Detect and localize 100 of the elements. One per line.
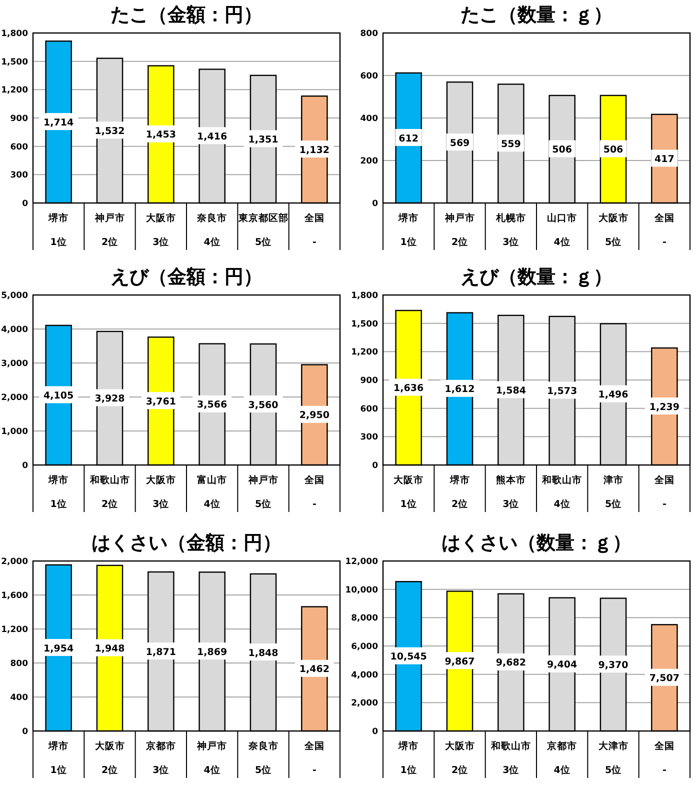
data-label: 1,871 — [146, 646, 176, 658]
category-label: 京都市 3位 — [146, 741, 176, 776]
category-label: 津市 5位 — [603, 475, 624, 510]
data-label: 10,545 — [390, 652, 427, 663]
data-label: 1,584 — [496, 386, 526, 397]
data-label: 1,351 — [248, 134, 278, 146]
y-tick-label: 6,000 — [351, 642, 378, 652]
y-tick-label: 1,000 — [1, 426, 28, 437]
data-label: 9,682 — [496, 658, 526, 669]
data-label: 3,761 — [146, 396, 176, 408]
category-label: 京都市 4位 — [547, 741, 578, 776]
category-label: 全国 - — [654, 475, 674, 510]
y-tick-label: 900 — [360, 376, 378, 386]
category-label: 和歌山市 3位 — [490, 741, 531, 776]
y-tick-label: 800 — [10, 658, 28, 669]
data-label: 612 — [398, 133, 419, 144]
category-label: 堺市 1位 — [398, 213, 419, 248]
y-tick-label: 0 — [22, 726, 28, 737]
category-label: 大阪市 2位 — [94, 741, 125, 776]
data-label: 1,532 — [94, 126, 125, 137]
data-label: 7,507 — [649, 673, 680, 684]
data-label: 9,404 — [547, 660, 578, 671]
category-label: 札幌市 3位 — [496, 213, 526, 248]
category-label: 和歌山市 2位 — [90, 475, 130, 510]
y-tick-label: 8,000 — [351, 614, 378, 624]
category-label: 堺市 1位 — [398, 741, 419, 776]
category-label: 全国 - — [654, 213, 674, 248]
data-label: 1,636 — [394, 383, 424, 394]
category-label: 東京都区部 5位 — [238, 213, 288, 248]
chart-title: えび（数量：ｇ） — [460, 266, 612, 288]
chart-title: たこ（金額：円） — [110, 4, 262, 26]
y-tick-label: 5,000 — [1, 290, 28, 301]
category-label: 堺市 2位 — [450, 475, 470, 510]
y-tick-label: 2,000 — [351, 698, 378, 709]
category-label: 大阪市 1位 — [394, 475, 424, 510]
y-tick-label: 300 — [360, 432, 378, 443]
data-label: 1,416 — [197, 131, 228, 142]
category-label: 奈良市 5位 — [248, 741, 278, 776]
category-label: 神戸市 4位 — [197, 741, 228, 776]
category-label: 堺市 1位 — [48, 741, 69, 776]
chart-title: はくさい（金額：円） — [92, 532, 282, 554]
y-tick-label: 1,800 — [1, 28, 28, 39]
category-label: 全国 - — [304, 475, 324, 510]
data-label: 4,105 — [44, 390, 74, 402]
data-label: 3,928 — [94, 394, 126, 405]
data-label: 1,239 — [649, 402, 680, 413]
category-label: 堺市 1位 — [48, 475, 69, 510]
data-label: 1,954 — [44, 643, 74, 654]
y-tick-label: 1,200 — [351, 348, 378, 358]
category-label: 堺市 1位 — [48, 213, 69, 248]
category-label: 奈良市 4位 — [197, 213, 228, 248]
y-tick-label: 1,200 — [1, 86, 28, 96]
category-label: 神戸市 5位 — [248, 475, 278, 510]
category-label: 大阪市 2位 — [444, 741, 475, 776]
chart-title: たこ（数量：ｇ） — [460, 4, 612, 26]
y-tick-label: 0 — [22, 198, 28, 209]
data-label: 1,612 — [444, 384, 475, 396]
category-label: 大阪市 3位 — [146, 213, 176, 248]
chart-title: えび（金額：円） — [110, 266, 262, 288]
chart-title: はくさい（数量：ｇ） — [442, 532, 632, 554]
y-tick-label: 1,600 — [1, 590, 28, 601]
y-tick-label: 300 — [10, 170, 28, 181]
data-label: 1,496 — [598, 390, 629, 401]
category-label: 大阪市 3位 — [146, 475, 176, 510]
y-tick-label: 400 — [360, 114, 378, 124]
y-tick-label: 2,000 — [1, 392, 28, 403]
data-label: 506 — [552, 144, 572, 156]
y-tick-label: 600 — [10, 142, 28, 152]
category-label: 大阪市 5位 — [598, 213, 628, 248]
y-tick-label: 1,800 — [351, 290, 378, 301]
data-label: 1,573 — [547, 386, 578, 398]
y-tick-label: 0 — [372, 726, 378, 737]
y-tick-label: 800 — [360, 28, 378, 39]
y-tick-label: 2,000 — [1, 556, 28, 567]
data-label: 569 — [450, 138, 470, 149]
data-label: 417 — [654, 154, 674, 166]
category-label: 富山市 4位 — [197, 475, 228, 510]
data-label: 9,370 — [598, 660, 629, 671]
category-label: 大津市 5位 — [598, 741, 628, 776]
y-tick-label: 200 — [360, 156, 378, 166]
category-label: 和歌山市 4位 — [542, 475, 582, 510]
data-label: 1,848 — [248, 648, 279, 659]
y-tick-label: 1,500 — [1, 57, 28, 68]
y-tick-label: 600 — [360, 71, 378, 82]
data-label: 506 — [603, 144, 624, 156]
y-tick-label: 3,000 — [1, 358, 28, 369]
category-label: 熊本市 3位 — [496, 475, 526, 510]
data-label: 1,132 — [299, 144, 330, 156]
data-label: 1,453 — [146, 130, 176, 141]
category-label: 山口市 4位 — [547, 213, 578, 248]
data-label: 3,566 — [197, 400, 228, 411]
data-label: 3,560 — [248, 400, 279, 411]
category-label: 神戸市 2位 — [94, 213, 125, 248]
y-tick-label: 900 — [10, 114, 28, 124]
category-label: 神戸市 2位 — [444, 213, 475, 248]
data-label: 1,948 — [94, 644, 126, 655]
y-tick-label: 0 — [22, 460, 28, 471]
y-tick-label: 600 — [360, 404, 378, 414]
y-tick-label: 1,500 — [351, 319, 378, 330]
category-label: 全国 - — [654, 741, 674, 776]
